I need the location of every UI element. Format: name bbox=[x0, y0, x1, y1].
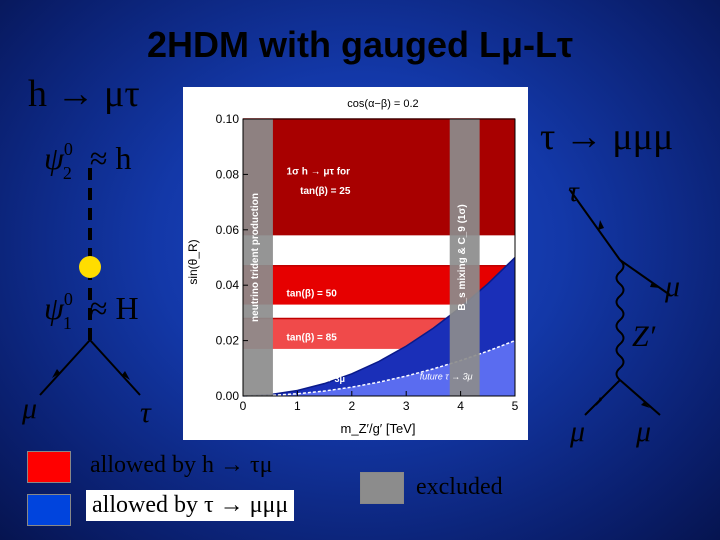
legend-swatch-tau-to-3mu bbox=[27, 494, 71, 526]
x-tick-label: 3 bbox=[403, 399, 410, 413]
right-tau-label: τ bbox=[568, 175, 579, 208]
y-tick-label: 0.04 bbox=[216, 278, 240, 292]
band3-label: tan(β) = 85 bbox=[287, 333, 338, 344]
legend-label-tau-to-3mu: allowed by τ → μμμ bbox=[86, 490, 295, 521]
left-mu-label: μ bbox=[22, 392, 38, 425]
bs-mixing-excluded-region bbox=[449, 119, 480, 396]
y-tick-label: 0.06 bbox=[216, 223, 240, 237]
slide-title: 2HDM with gauged Lμ-Lτ bbox=[146, 24, 574, 65]
zprime-label: Z′ bbox=[632, 320, 656, 353]
tau3mu-line-label: τ → 3μ bbox=[316, 374, 345, 384]
bs-mixing-region-label: B_s mixing & C_9 (1σ) bbox=[457, 204, 468, 310]
future-tau3mu-area bbox=[243, 340, 515, 396]
band1-label-line2: tan(β) = 25 bbox=[300, 186, 351, 197]
psi2-symbol: ψ02 ≈ h bbox=[44, 139, 132, 183]
band1-label-line1: 1σ h → μτ for bbox=[287, 166, 351, 177]
y-tick-label: 0.10 bbox=[216, 112, 240, 126]
x-tick-label: 1 bbox=[294, 399, 301, 413]
tau3mu-allowed-area bbox=[243, 257, 515, 396]
future-line-label: future τ → 3μ bbox=[420, 371, 473, 381]
zprime-propagator bbox=[615, 259, 625, 381]
band2-label: tan(β) = 50 bbox=[287, 288, 338, 299]
trident-excluded-region bbox=[243, 119, 273, 396]
chart-title: cos(α−β) = 0.2 bbox=[347, 98, 418, 110]
tau-in-line bbox=[569, 189, 621, 261]
legend-label-excluded: excluded bbox=[416, 474, 503, 500]
x-axis-label: m_Z′/g′ [TeV] bbox=[341, 421, 416, 436]
x-tick-label: 5 bbox=[512, 399, 519, 413]
exclusion-chart: 1σ h → μτ for tan(β) = 25 tan(β) = 50 tan(β… bbox=[183, 87, 528, 440]
legend-swatch-excluded bbox=[360, 472, 404, 504]
mu-br-line bbox=[619, 379, 661, 416]
left-diagram-lines bbox=[39, 168, 141, 396]
y-tick-label: 0.08 bbox=[216, 167, 240, 181]
left-tau-label: τ bbox=[140, 396, 151, 429]
mu-bl-line bbox=[584, 379, 621, 416]
y-axis-label: sin(θ_R) bbox=[186, 239, 200, 284]
right-diagram-lines bbox=[569, 189, 671, 416]
legend-swatch-h-to-taumu bbox=[27, 451, 71, 483]
legend-label-h-to-taumu: allowed by h → τμ bbox=[90, 452, 273, 478]
x-tick-label: 4 bbox=[457, 399, 464, 413]
trident-region-label: neutrino trident production bbox=[250, 193, 261, 322]
right-mu-top-label: μ bbox=[665, 270, 681, 303]
mu-out-line bbox=[619, 259, 671, 296]
right-process-label: τ → μμμ bbox=[540, 116, 674, 158]
vev-insertion-dot bbox=[79, 256, 101, 278]
plot-frame bbox=[242, 118, 516, 397]
psi1-symbol: ψ01 ≈ H bbox=[44, 289, 139, 333]
y-tick-label: 0.02 bbox=[216, 334, 240, 348]
x-tick-label: 0 bbox=[240, 399, 247, 413]
right-mu-bl-label: μ bbox=[570, 415, 586, 448]
right-mu-br-label: μ bbox=[636, 415, 652, 448]
mu-arrow bbox=[52, 369, 60, 378]
x-tick-label: 2 bbox=[348, 399, 355, 413]
left-process-label: h → μτ bbox=[28, 73, 140, 115]
y-tick-label: 0.00 bbox=[216, 389, 240, 403]
tau-arrow bbox=[122, 371, 130, 380]
mu-line bbox=[39, 339, 91, 396]
tau-line bbox=[89, 339, 141, 396]
